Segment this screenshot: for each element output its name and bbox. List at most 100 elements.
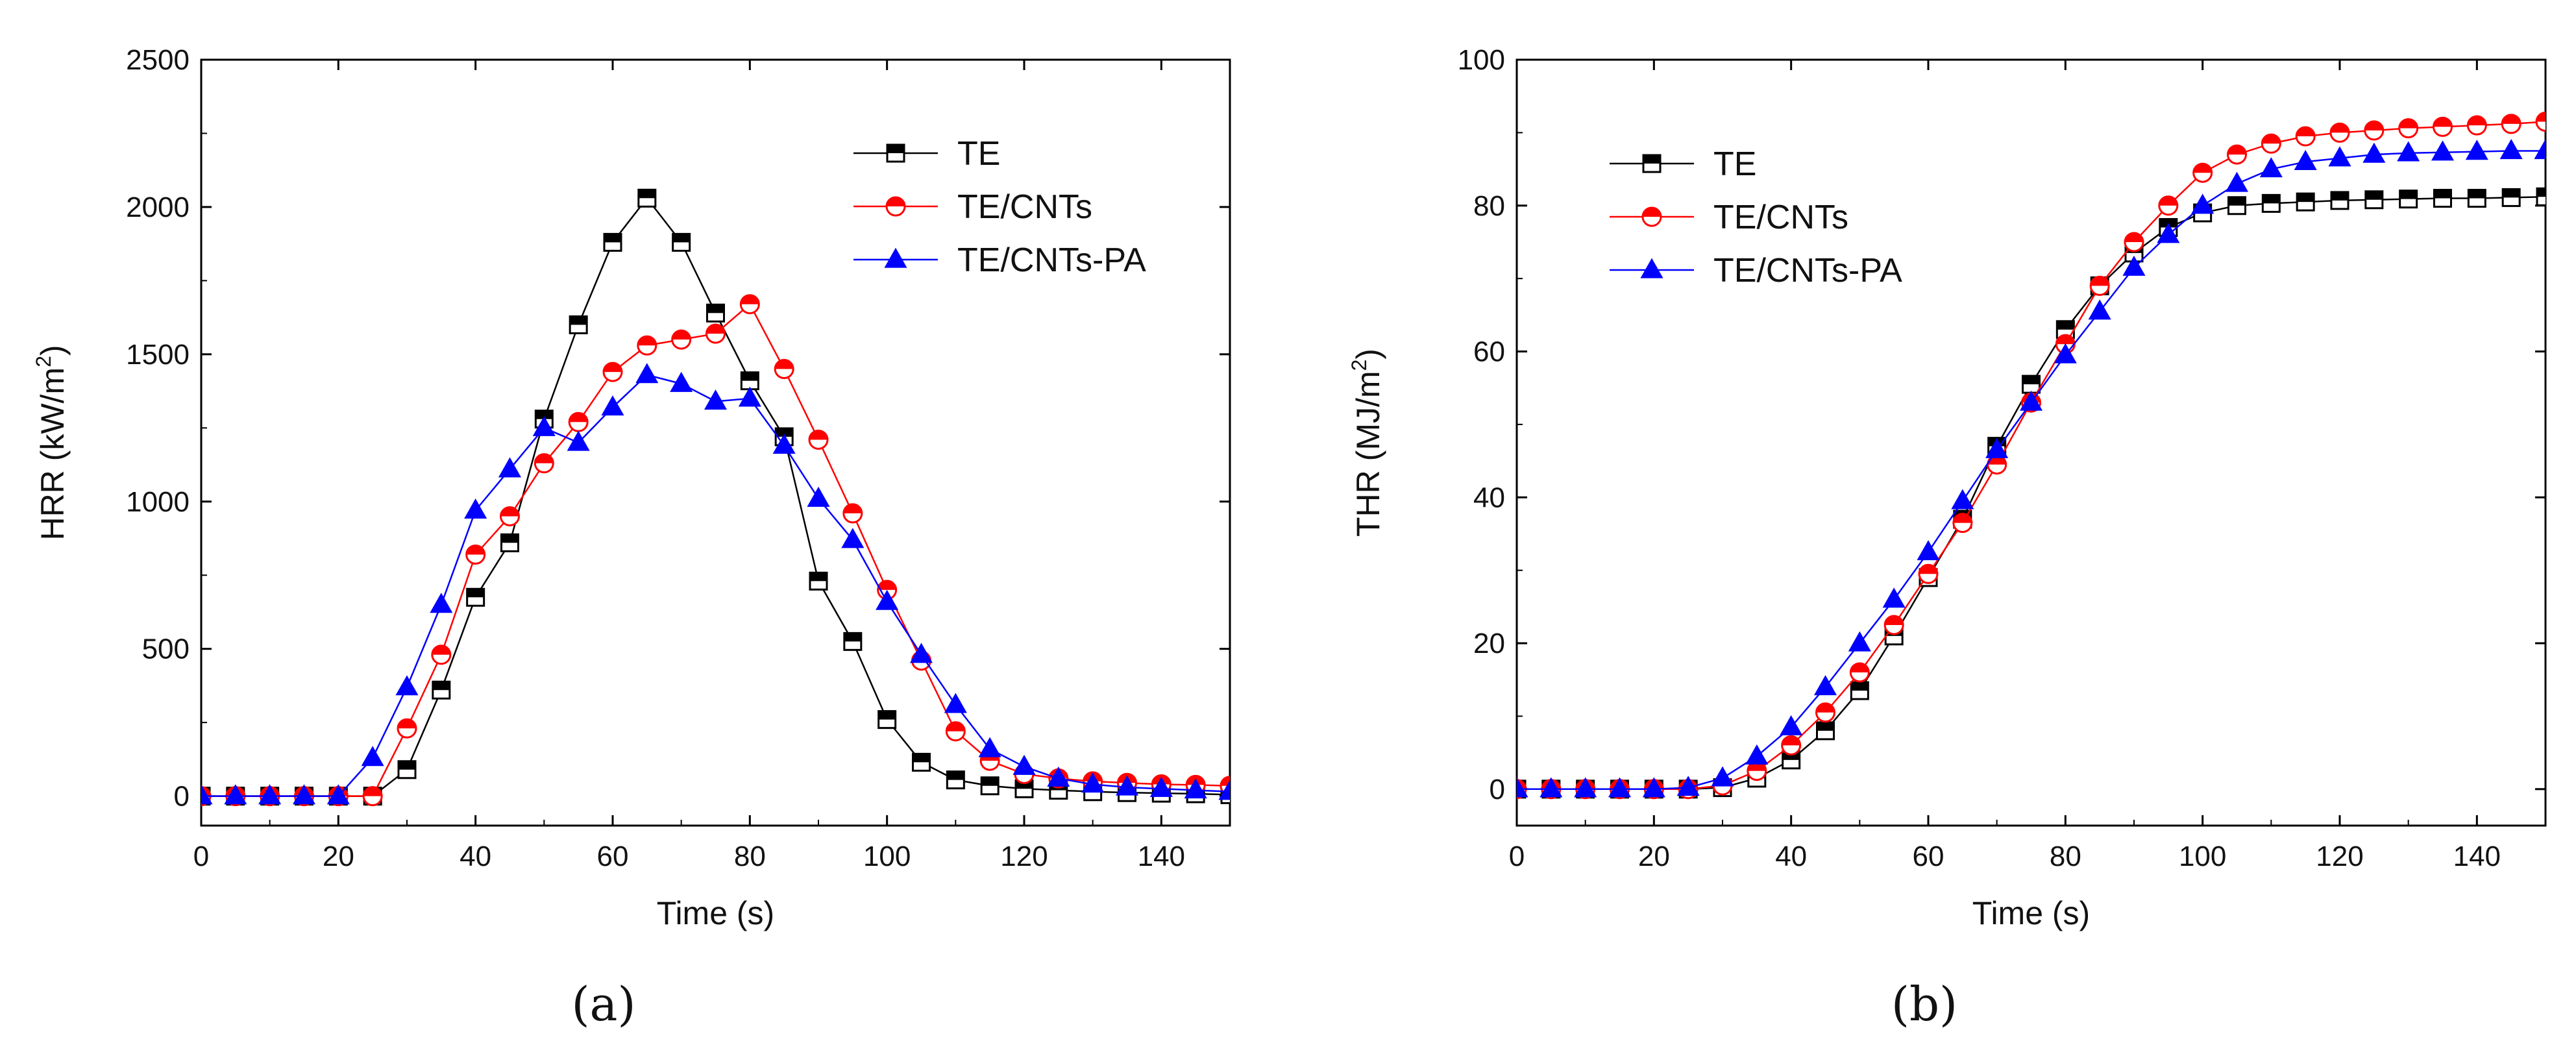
data-point-fill (2433, 142, 2453, 160)
x-tick-label: 120 (1000, 841, 1048, 872)
data-point-fill (2090, 301, 2110, 319)
data-point (2535, 112, 2545, 132)
y-axis-title-sup: 2 (32, 356, 55, 367)
data-point (2465, 140, 2488, 160)
legend-label: TE/CNTs (1713, 199, 1848, 236)
data-point (1848, 631, 1871, 652)
data-point-fill (911, 645, 931, 662)
legend-marker-fill (1643, 208, 1661, 217)
data-point-fill (2467, 141, 2487, 159)
legend-label: TE/CNTs (957, 188, 1092, 226)
data-point-fill (1747, 746, 1767, 764)
data-point (2192, 162, 2213, 183)
data-point (1745, 744, 1769, 765)
data-point (2364, 190, 2384, 210)
data-point (1574, 777, 1597, 798)
data-point-fill (1952, 491, 1972, 509)
data-point-fill (2159, 196, 2177, 206)
data-point-fill (2297, 193, 2314, 203)
data-point (809, 571, 828, 591)
data-point (637, 188, 657, 208)
data-point-fill (1885, 615, 1904, 625)
y-tick-label: 1000 (126, 486, 190, 518)
data-point (2466, 115, 2487, 136)
legend-label: TE (1713, 145, 1756, 183)
x-tick-label: 100 (863, 841, 911, 872)
data-point (326, 784, 350, 805)
data-point (1849, 662, 1870, 683)
data-point (1883, 615, 1904, 635)
data-point-fill (1987, 439, 2007, 458)
data-point (1218, 780, 1230, 800)
data-point-fill (2227, 145, 2246, 155)
y-tick-label: 2000 (126, 191, 190, 223)
series-te (201, 188, 1230, 806)
data-point (635, 363, 659, 384)
data-point (1882, 587, 1906, 608)
data-point (2534, 139, 2545, 160)
data-point (2158, 195, 2179, 216)
data-point-fill (2296, 152, 2316, 169)
data-point-fill (363, 748, 383, 765)
data-point (2467, 189, 2486, 208)
chart-hrr: 0 20 40 60 80 100 120 140 0 500 1000 1500 2000 2500 Ti… (32, 44, 1231, 931)
y-tick-label: 0 (1490, 774, 1505, 805)
data-point-fill (466, 545, 485, 555)
data-point-fill (500, 459, 520, 476)
data-point (1642, 777, 1665, 798)
data-point-fill (741, 295, 759, 304)
data-point (430, 593, 453, 613)
data-point-fill (535, 454, 554, 463)
data-point (431, 645, 452, 665)
data-point-fill (1117, 777, 1137, 795)
data-point-fill (294, 786, 314, 804)
data-point (912, 752, 931, 772)
data-point (2364, 120, 2385, 141)
data-point (1081, 772, 1105, 793)
data-point-fill (501, 534, 519, 543)
legend-marker-fill (886, 249, 905, 267)
data-point (2227, 144, 2247, 165)
panel-label-a: (a) (571, 977, 635, 1031)
data-point-fill (2468, 116, 2486, 126)
x-tick-label: 0 (1509, 841, 1525, 872)
data-point-fill (432, 645, 450, 655)
data-point-fill (1919, 565, 1937, 574)
data-point (224, 784, 247, 805)
data-point (2022, 375, 2041, 394)
data-point-fill (1815, 677, 1835, 694)
legend-marker (886, 143, 905, 163)
data-point-fill (2192, 195, 2213, 213)
data-point (637, 335, 657, 356)
legend-marker (885, 196, 906, 217)
data-point-fill (2125, 232, 2143, 242)
series-line (201, 374, 1230, 797)
x-tick-label: 60 (597, 841, 629, 872)
data-point (2330, 191, 2349, 210)
data-point (2362, 142, 2386, 163)
x-tick-label: 40 (460, 841, 491, 872)
data-point (2225, 171, 2249, 192)
y-tick-label: 100 (1458, 44, 1505, 76)
data-point (2191, 193, 2214, 214)
data-point-fill (363, 787, 382, 796)
data-point-fill (810, 572, 827, 582)
data-point (362, 786, 383, 807)
data-point-fill (2227, 173, 2247, 191)
data-point (534, 453, 554, 474)
data-point (2501, 188, 2521, 207)
y-tick-label: 60 (1473, 336, 1505, 368)
data-point (1711, 766, 1734, 787)
data-point-fill (2433, 117, 2452, 127)
data-point-fill (1919, 542, 1938, 559)
data-point (568, 411, 589, 432)
data-point (1985, 437, 2009, 458)
data-point (2227, 196, 2246, 215)
x-tick-label: 60 (1913, 841, 1944, 872)
data-point (739, 294, 760, 315)
data-point-fill (1782, 736, 1800, 746)
data-point-fill (570, 316, 587, 325)
series-te-cnts (1517, 112, 2545, 800)
data-point-fill (2399, 119, 2418, 129)
